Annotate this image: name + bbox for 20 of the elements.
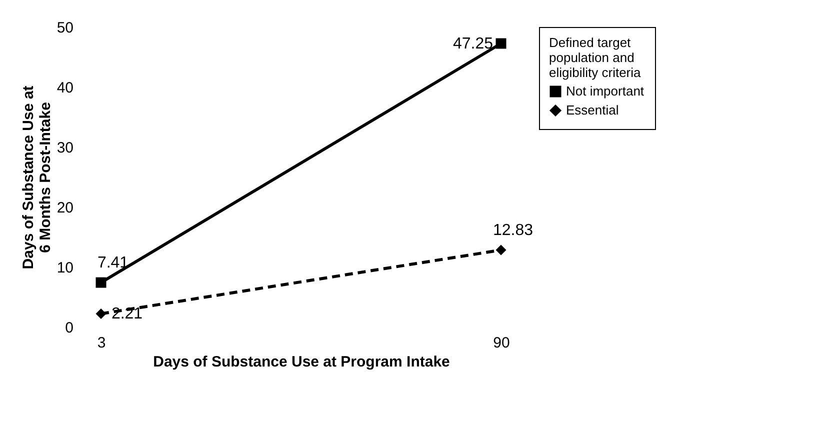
legend-label: Not important bbox=[566, 84, 644, 98]
legend-label: Essential bbox=[566, 102, 619, 118]
point bbox=[96, 308, 106, 319]
y-tick-label: 40 bbox=[56, 80, 74, 96]
y-tick-label: 0 bbox=[65, 320, 74, 336]
point bbox=[496, 244, 506, 256]
y-axis-title: Days of Substance Use at 6 Months Post-Intake bbox=[20, 86, 54, 270]
point bbox=[96, 277, 106, 288]
data-label: 7.41 bbox=[97, 254, 129, 272]
y-tick-label: 30 bbox=[56, 140, 74, 156]
y-tick-label: 10 bbox=[56, 260, 74, 276]
x-axis-title: Days of Substance Use at Program Intake bbox=[153, 354, 450, 370]
y-tick-label: 50 bbox=[56, 20, 74, 36]
x-tick-label: 3 bbox=[97, 334, 106, 352]
data-label: 47.25 bbox=[452, 36, 494, 52]
x-tick-label: 90 bbox=[493, 334, 510, 352]
data-label: 12.83 bbox=[492, 222, 534, 240]
y-tick-label: 20 bbox=[56, 200, 74, 216]
point bbox=[496, 38, 506, 49]
legend-title: Defined target population and eligibility criteria bbox=[549, 35, 642, 80]
